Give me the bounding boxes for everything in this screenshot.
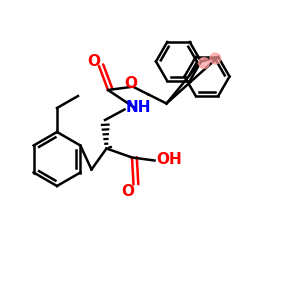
Text: OH: OH (156, 152, 182, 166)
Text: NH: NH (126, 100, 152, 116)
Circle shape (210, 53, 220, 64)
Text: O: O (122, 184, 135, 200)
Circle shape (199, 58, 209, 68)
Text: O: O (87, 54, 100, 69)
Text: O: O (124, 76, 138, 91)
